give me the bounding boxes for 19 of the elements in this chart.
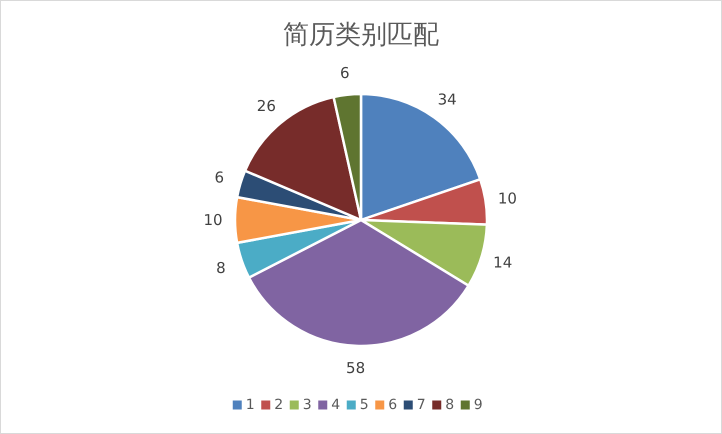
data-label: 6 bbox=[214, 168, 224, 186]
legend-label: 6 bbox=[388, 397, 398, 413]
legend-label: 1 bbox=[246, 397, 255, 413]
data-label: 34 bbox=[438, 90, 457, 109]
legend-label: 7 bbox=[416, 397, 426, 413]
legend-label: 3 bbox=[302, 397, 312, 413]
data-label: 10 bbox=[498, 189, 517, 208]
legend-label: 2 bbox=[274, 397, 284, 413]
legend-label: 5 bbox=[360, 397, 369, 413]
legend-label: 4 bbox=[331, 397, 340, 413]
data-label: 8 bbox=[216, 258, 226, 277]
legend-label: 9 bbox=[474, 397, 483, 413]
data-label: 10 bbox=[203, 211, 223, 229]
data-label: 14 bbox=[493, 254, 512, 272]
chart-title: 简历类别匹配 bbox=[283, 20, 439, 50]
legend-label: 8 bbox=[445, 397, 454, 413]
data-label: 6 bbox=[340, 64, 350, 82]
data-label: 26 bbox=[256, 97, 276, 116]
data-label: 58 bbox=[346, 358, 366, 377]
